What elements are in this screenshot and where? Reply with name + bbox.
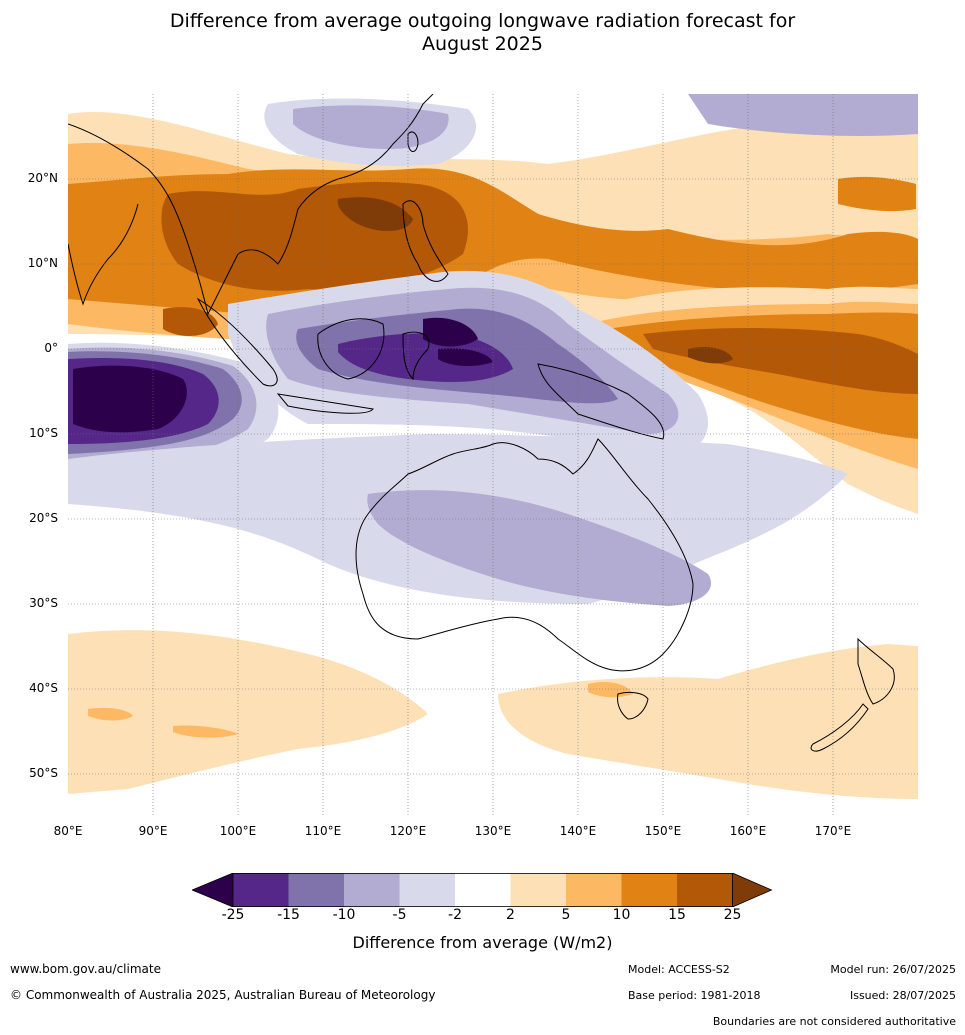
lon-label-140e: 140°E: [559, 824, 597, 838]
australia-coastline: [355, 438, 694, 672]
taiwan-coastline: [407, 131, 419, 152]
olr-south-band-spot-2: [173, 725, 238, 738]
olr-maritime-core: [338, 333, 513, 382]
lat-label-20s: 20°S: [29, 511, 58, 525]
title-line-2: August 2025: [422, 33, 543, 55]
footer-model-run: Model run: 26/07/2025: [830, 963, 956, 976]
map-svg: [68, 94, 918, 816]
colorbar: [190, 872, 774, 908]
footer-disclaimer: Boundaries are not considered authoritat…: [712, 1015, 956, 1028]
lat-label-50s: 50°S: [29, 766, 58, 780]
olr-indian-ocean-extreme: [73, 365, 187, 433]
colorbar-segment: [288, 873, 344, 907]
olr-maritime-extreme: [423, 317, 478, 347]
lat-label-0: 0°: [44, 341, 58, 355]
lon-label-110e: 110°E: [304, 824, 342, 838]
footer-base-period: Base period: 1981-2018: [628, 989, 761, 1002]
colorbar-segment: [566, 873, 622, 907]
olr-east-pacific-core: [643, 328, 918, 394]
colorbar-segment: [344, 873, 400, 907]
olr-australia-mid: [367, 490, 712, 606]
colorbar-arrow-low: [190, 872, 234, 908]
colorbar-segment: [233, 873, 289, 907]
new-zealand-north-coastline: [857, 637, 895, 705]
colorbar-segment: [677, 873, 733, 907]
footer-url[interactable]: www.bom.gov.au/climate: [10, 962, 161, 976]
colorbar-tick-label: -2: [448, 907, 462, 923]
java-coastline: [276, 393, 374, 414]
borneo-coastline: [317, 318, 385, 380]
footer-issued: Issued: 28/07/2025: [849, 989, 956, 1002]
olr-west-coast-core: [163, 307, 218, 336]
colorbar-tick-label: 10: [612, 907, 631, 923]
map-title: Difference from average outgoing longwav…: [0, 10, 965, 56]
olr-south-band-spot: [88, 707, 133, 721]
olr-north-band-extreme: [337, 197, 413, 231]
olr-anomaly-map: [68, 94, 918, 816]
map-graticule: [68, 94, 918, 816]
colorbar-tick-label: 15: [668, 907, 686, 923]
olr-north-purple-mid: [293, 105, 449, 149]
olr-north-east-purple: [688, 94, 918, 136]
colorbar-svg: [190, 872, 773, 908]
olr-south-band-west: [68, 630, 428, 794]
colorbar-segment: [621, 873, 677, 907]
lon-label-170e: 170°E: [814, 824, 852, 838]
new-zealand-south-coastline: [810, 703, 869, 752]
footer-model: Model: ACCESS-S2: [628, 963, 730, 976]
lon-label-150e: 150°E: [644, 824, 682, 838]
tasmania-coastline: [617, 691, 649, 720]
colorbar-tick-label: 25: [723, 907, 742, 923]
colorbar-tick-label: -15: [277, 907, 300, 923]
colorbar-tick-label: 2: [506, 907, 515, 923]
colorbar-segment: [455, 873, 511, 907]
olr-philippine-sea-core: [838, 176, 916, 212]
colorbar-tick-label: 5: [561, 907, 571, 923]
colorbar-tick-label: -25: [221, 907, 245, 923]
mainland-asia-coastline: [68, 94, 434, 316]
lat-label-40s: 40°S: [29, 681, 58, 695]
lat-label-10s: 10°S: [29, 426, 58, 440]
olr-east-pacific-extreme: [688, 347, 733, 364]
olr-north-band-core: [161, 181, 468, 291]
lat-label-10n: 10°N: [27, 256, 58, 270]
lon-label-120e: 120°E: [389, 824, 427, 838]
colorbar-arrow-high: [732, 872, 773, 908]
sulawesi-coastline: [402, 331, 430, 381]
colorbar-tick-label: -5: [392, 907, 407, 923]
lon-label-100e: 100°E: [219, 824, 257, 838]
lat-label-30s: 30°S: [29, 596, 58, 610]
sumatra-coastline: [196, 297, 278, 387]
lon-label-80e: 80°E: [53, 824, 83, 838]
philippines-coastline: [402, 200, 449, 282]
lat-label-20n: 20°N: [27, 171, 58, 185]
lon-label-160e: 160°E: [729, 824, 767, 838]
india-coastline: [68, 203, 139, 306]
lon-label-90e: 90°E: [138, 824, 168, 838]
colorbar-title: Difference from average (W/m2): [352, 933, 613, 952]
title-line-1: Difference from average outgoing longwav…: [169, 10, 796, 32]
colorbar-tick-label: -10: [332, 907, 356, 923]
colorbar-segment: [510, 873, 566, 907]
colorbar-segment: [399, 873, 455, 907]
footer-copyright: © Commonwealth of Australia 2025, Austra…: [10, 988, 436, 1002]
olr-maritime-extreme-2: [438, 348, 493, 366]
lon-label-130e: 130°E: [474, 824, 512, 838]
